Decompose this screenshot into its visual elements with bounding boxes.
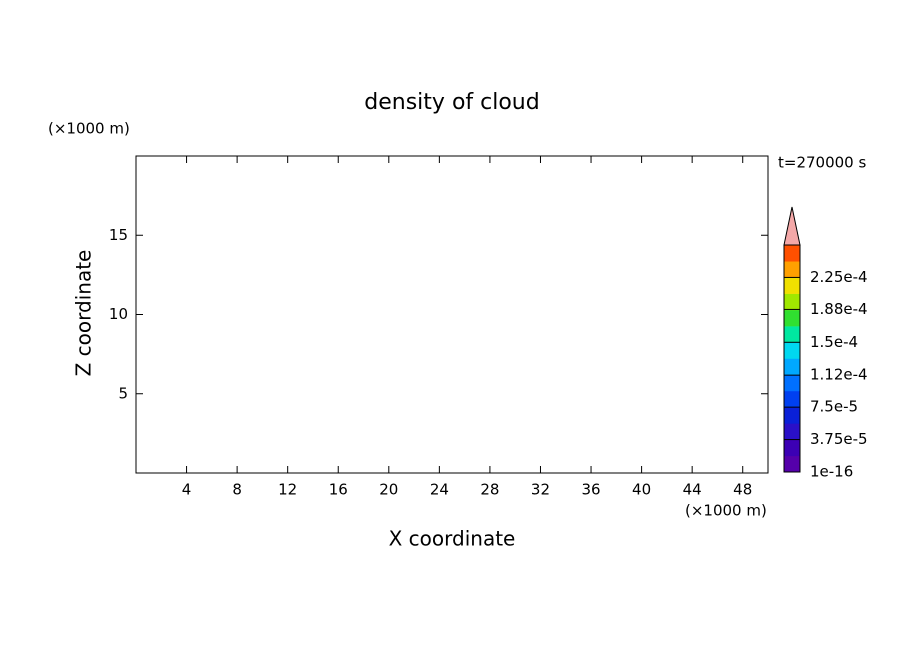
colorbar-band	[784, 455, 800, 473]
colorbar-band	[784, 309, 800, 327]
x-tick-label: 40	[632, 481, 651, 499]
x-tick-label: 24	[430, 481, 449, 499]
x-tick-label: 28	[480, 481, 499, 499]
x-axis-label: X coordinate	[389, 527, 516, 551]
colorbar-tick-label: 1e-16	[810, 463, 853, 481]
x-tick-label: 12	[278, 481, 297, 499]
colorbar-band	[784, 245, 800, 262]
x-tick-label: 4	[182, 481, 192, 499]
x-tick-label: 16	[329, 481, 348, 499]
y-unit: (×1000 m)	[48, 120, 130, 138]
colorbar-band	[784, 374, 800, 392]
colorbar-band	[784, 293, 800, 311]
x-tick-label: 48	[733, 481, 752, 499]
x-tick-label: 32	[531, 481, 550, 499]
colorbar-tick-label: 7.5e-5	[810, 398, 858, 416]
colorbar-band	[784, 342, 800, 359]
x-tick-label: 20	[379, 481, 398, 499]
plot-frame	[135, 155, 769, 474]
y-tick-label: 15	[109, 226, 128, 244]
colorbar-band	[784, 358, 800, 376]
colorbar-band	[784, 277, 800, 294]
x-tick-label: 36	[581, 481, 600, 499]
y-axis-label: Z coordinate	[72, 250, 96, 377]
colorbar-band	[784, 423, 800, 440]
colorbar-band	[784, 390, 800, 408]
x-tick-label: 44	[683, 481, 702, 499]
colorbar-tick-label: 1.88e-4	[810, 300, 868, 318]
colorbar-band	[784, 407, 800, 424]
colorbar-tick-label: 3.75e-5	[810, 430, 868, 448]
x-unit: (×1000 m)	[685, 502, 767, 520]
y-tick-label: 5	[118, 384, 128, 402]
colorbar-tick-label: 2.25e-4	[810, 268, 868, 286]
annotation: t=270000 s	[778, 154, 866, 172]
colorbar-band	[784, 261, 800, 278]
colorbar-band	[784, 326, 800, 343]
chart-title: density of cloud	[364, 90, 539, 115]
x-tick-label: 8	[232, 481, 242, 499]
colorbar-tick-label: 1.5e-4	[810, 333, 858, 351]
y-tick-label: 10	[109, 305, 128, 323]
colorbar-band	[784, 439, 800, 457]
colorbar-extend	[783, 206, 801, 246]
colorbar-tick-label: 1.12e-4	[810, 366, 868, 384]
